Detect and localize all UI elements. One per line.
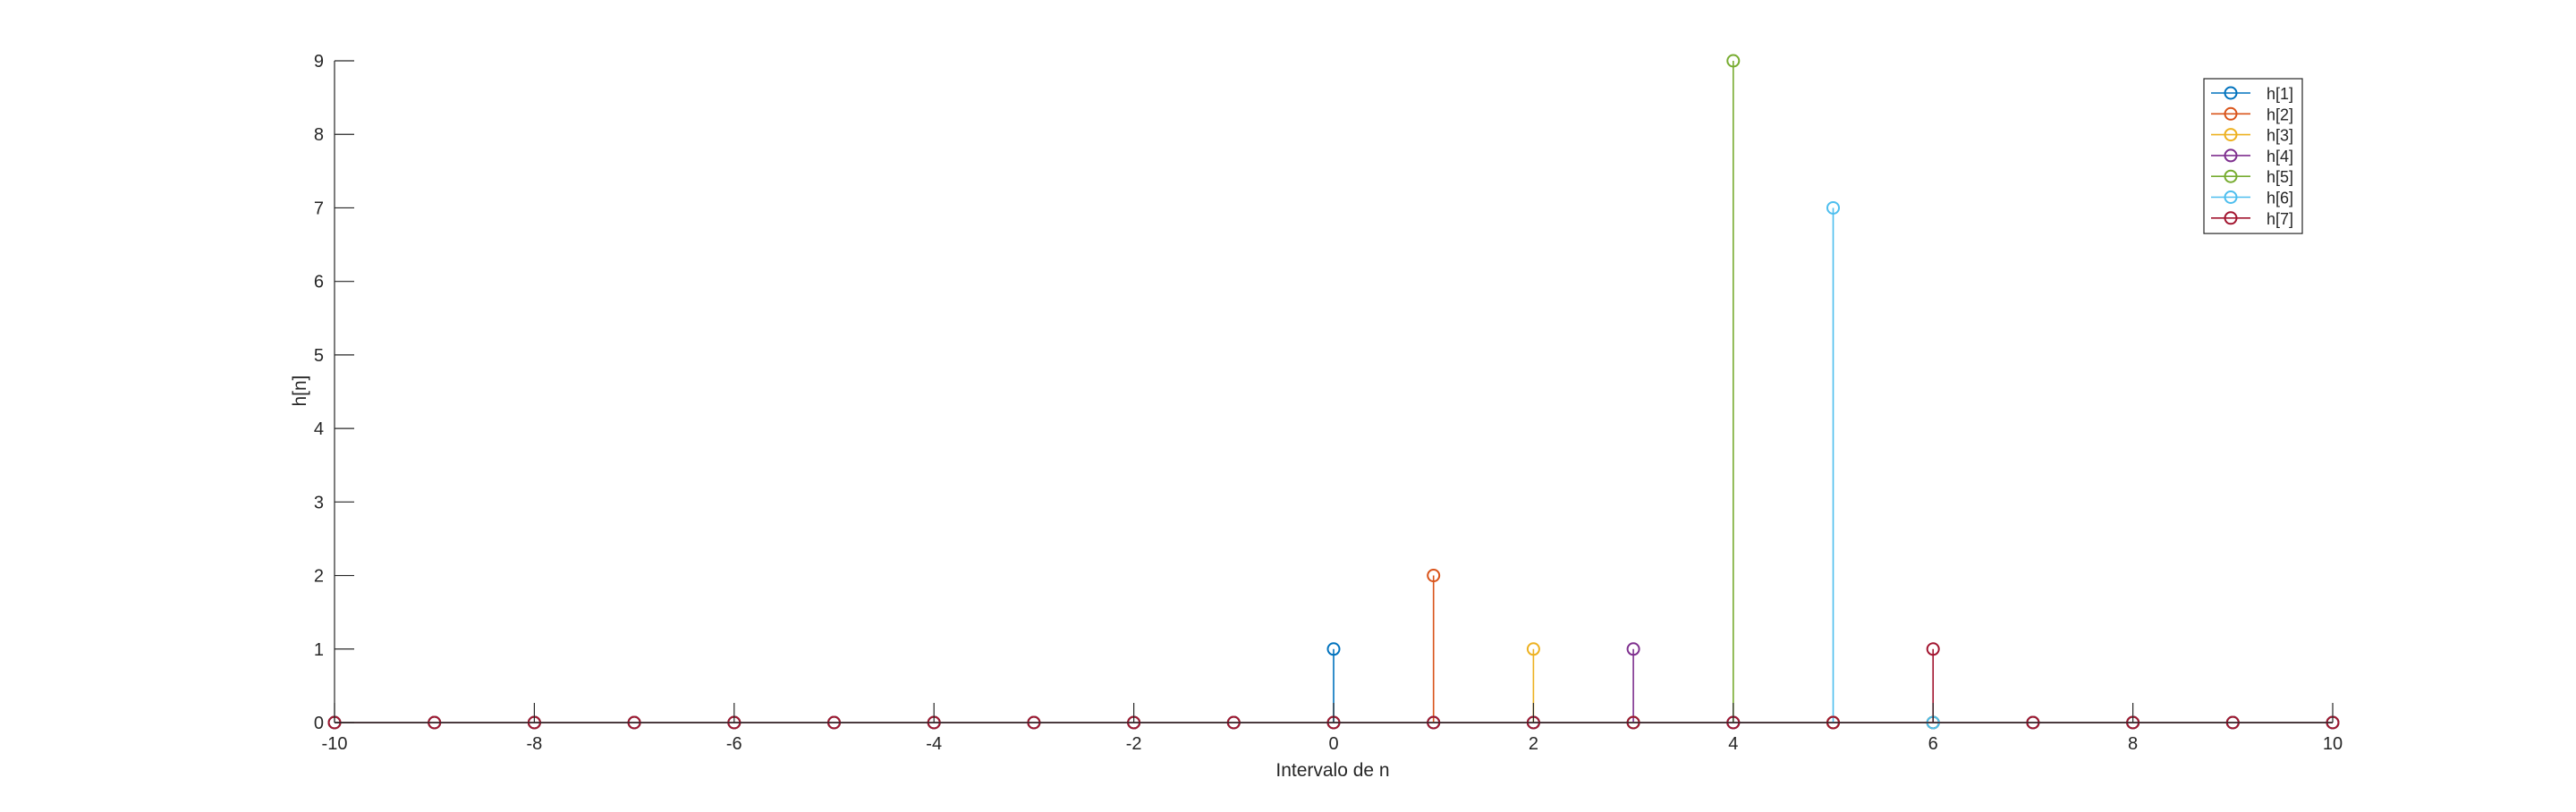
legend-swatch-marker (2224, 190, 2238, 204)
y-tick-label: 4 (314, 419, 324, 439)
axes-layer: -10 -8 -6 -4 -2 0 2 4 6 8 10 0 1 2 3 4 5 6 7 8 9 (314, 52, 2343, 754)
legend-entry: h[2] (2211, 106, 2293, 123)
stem-marker (1726, 54, 1741, 68)
legend-swatch-marker (2224, 106, 2238, 121)
x-tick-label: -4 (926, 734, 942, 754)
stem-marker (1326, 642, 1341, 656)
x-tick-label: 6 (1928, 734, 1938, 754)
x-tick-label: 8 (2128, 734, 2138, 754)
stem-marker (1626, 642, 1640, 656)
x-tick-label: -6 (726, 734, 742, 754)
x-tick-label: -8 (527, 734, 543, 754)
series-5 (327, 54, 2340, 730)
x-tick-label: 10 (2323, 734, 2343, 754)
legend-swatch-marker (2224, 148, 2238, 163)
legend-label: h[7] (2267, 210, 2293, 228)
legend-label: h[5] (2267, 168, 2293, 186)
legend-entry: h[3] (2211, 127, 2293, 145)
stem-marker (1926, 642, 1940, 656)
legend-entry: h[5] (2211, 168, 2293, 186)
y-tick-label: 0 (314, 714, 324, 733)
y-axis-label: h[n] (290, 375, 310, 406)
y-tick-label: 5 (314, 346, 324, 366)
legend-swatch-marker (2224, 169, 2238, 183)
legend-swatch-marker (2224, 211, 2238, 225)
x-tick-label: -10 (322, 734, 348, 754)
x-axis-label: Intervalo de n (1275, 760, 1389, 781)
stems-layer (327, 54, 2340, 730)
stem-marker (1427, 569, 1441, 583)
legend-swatch-marker (2224, 86, 2238, 100)
legend-entry: h[6] (2211, 190, 2293, 207)
legend: h[1] h[2] h[3] h[4] h[5] h[6] h[7] (2203, 78, 2303, 234)
x-tick-label: -2 (1126, 734, 1142, 754)
legend-swatch-marker (2224, 128, 2238, 142)
x-tick-label: 2 (1529, 734, 1538, 754)
y-tick-label: 6 (314, 273, 324, 292)
legend-entry: h[1] (2211, 85, 2293, 103)
legend-label: h[6] (2267, 190, 2293, 207)
stem-marker (1826, 200, 1840, 215)
stem-marker (1526, 642, 1540, 656)
y-tick-label: 7 (314, 199, 324, 218)
legend-label: h[4] (2267, 148, 2293, 165)
legend-entry: h[7] (2211, 210, 2293, 228)
y-tick-label: 1 (314, 640, 324, 660)
legend-entry: h[4] (2211, 148, 2293, 165)
x-tick-label: 4 (1728, 734, 1738, 754)
y-tick-label: 3 (314, 493, 324, 512)
y-tick-label: 9 (314, 52, 324, 72)
legend-label: h[3] (2267, 127, 2293, 145)
legend-label: h[1] (2267, 85, 2293, 103)
y-tick-label: 8 (314, 125, 324, 145)
legend-label: h[2] (2267, 106, 2293, 123)
y-tick-label: 2 (314, 567, 324, 587)
x-tick-label: 0 (1328, 734, 1338, 754)
